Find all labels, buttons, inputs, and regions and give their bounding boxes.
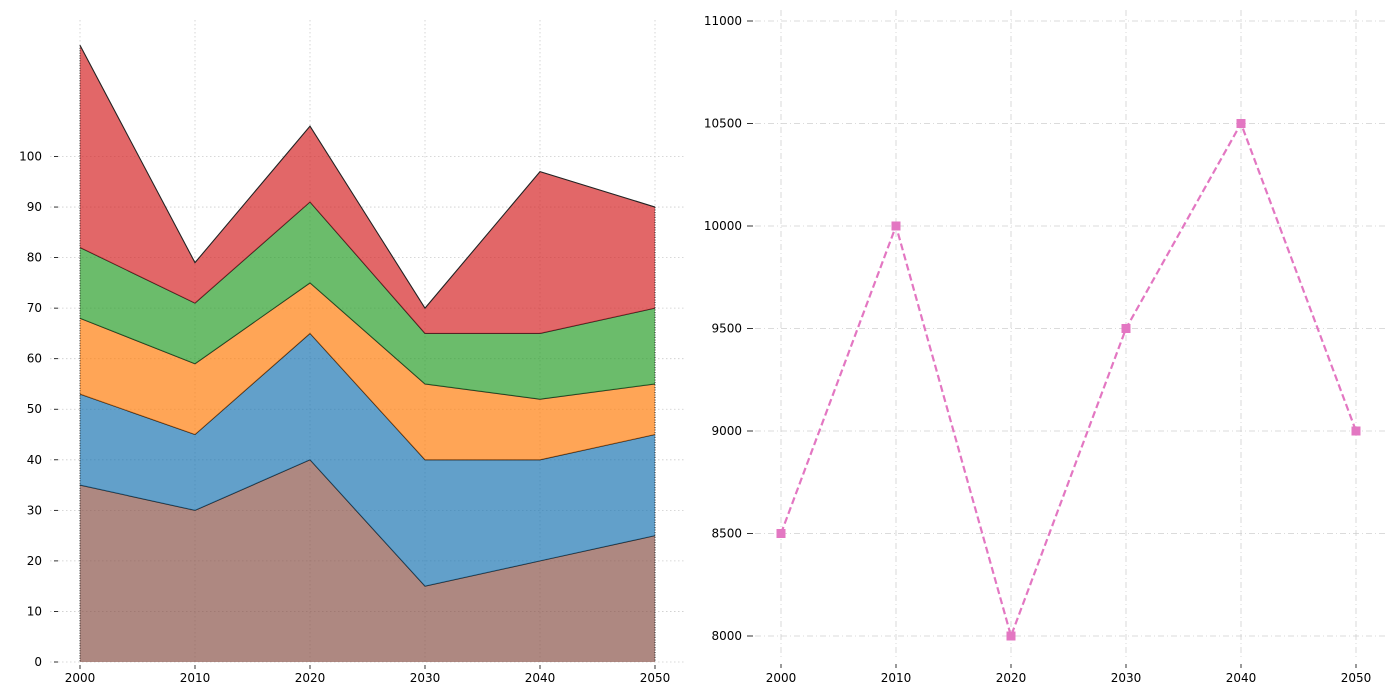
point-marker (776, 529, 786, 538)
area-band-1 (80, 459, 655, 662)
y-tick-label: 10500 (704, 117, 742, 131)
area-band-2 (80, 333, 655, 587)
y-tick-label: 30 (27, 503, 42, 517)
point-marker (1006, 631, 1016, 641)
y-tick-label: 70 (27, 301, 42, 315)
y-tick-label: 20 (27, 554, 42, 568)
y-tick-label: 11000 (704, 14, 742, 28)
line-chart: 8000 8500 9000 9500 10000 10500 11000 2000 2010 2… (704, 10, 1385, 685)
point-marker (1236, 119, 1246, 128)
series (776, 119, 1361, 641)
y-tick-label: 0 (34, 655, 42, 669)
y-tick-label: 10000 (704, 219, 742, 233)
y-tick-label: 8500 (711, 527, 742, 541)
area-band-4 (80, 201, 655, 400)
y-tick-label: 8000 (711, 629, 742, 643)
area-edge-5 (79, 45, 656, 310)
x-tick-label: 2020 (996, 671, 1027, 685)
y-tick-label: 60 (27, 352, 42, 366)
y-tick-label: 100 (19, 149, 42, 163)
y-tick-label: 50 (27, 402, 42, 416)
x-tick-label: 2030 (410, 671, 441, 685)
x-tick-label: 2040 (525, 671, 556, 685)
x-tick-label: 2030 (1111, 671, 1142, 685)
grid (755, 10, 1385, 660)
point-marker (1351, 426, 1361, 436)
y-tick-label: 9500 (711, 322, 742, 336)
y-tick-label: 80 (27, 251, 42, 265)
areas (79, 45, 656, 662)
y-tick-label: 10 (27, 604, 42, 618)
series-line (779, 120, 1358, 640)
y-tick-label: 40 (27, 453, 42, 467)
x-tick-label: 2010 (881, 671, 912, 685)
area-band-5 (80, 45, 655, 334)
ticks: 8000 8500 9000 9500 10000 10500 11000 2000 2010 2… (704, 14, 1371, 685)
x-tick-label: 2000 (65, 671, 96, 685)
x-tick-label: 2050 (640, 671, 671, 685)
x-tick-label: 2050 (1341, 671, 1372, 685)
x-tick-label: 2020 (295, 671, 326, 685)
x-tick-label: 2040 (1226, 671, 1257, 685)
y-tick-label: 90 (27, 200, 42, 214)
y-tick-label: 9000 (711, 424, 742, 438)
point-marker (1121, 324, 1131, 333)
area-band-3 (80, 282, 655, 460)
point-marker (891, 221, 901, 231)
x-tick-label: 2000 (766, 671, 797, 685)
area-edge-3 (79, 282, 656, 400)
x-tick-label: 2010 (180, 671, 211, 685)
